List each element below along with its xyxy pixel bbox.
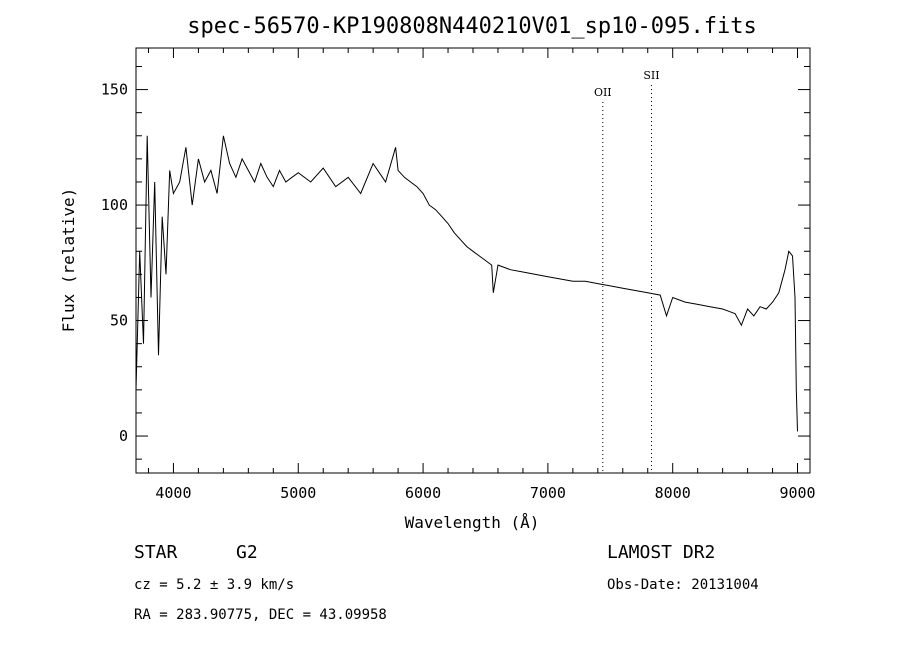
- chart-title: spec-56570-KP190808N440210V01_sp10-095.f…: [187, 14, 757, 39]
- emission-lines: OII SII: [594, 69, 660, 473]
- radec-text: RA = 283.90775, DEC = 43.09958: [134, 607, 387, 623]
- object-type: STAR: [134, 542, 178, 563]
- series-layer: [135, 135, 798, 432]
- plot-frame: [135, 47, 811, 474]
- obs-date: Obs-Date: 20131004: [607, 577, 759, 593]
- x-tick-label: 9000: [779, 484, 815, 502]
- y-tick-label: 150: [101, 81, 128, 99]
- y-tick-label: 0: [119, 427, 128, 445]
- survey-name: LAMOST DR2: [607, 542, 715, 563]
- y-tick-label: 50: [110, 312, 128, 330]
- y-tick-label: 100: [101, 196, 128, 214]
- object-subclass: G2: [236, 542, 258, 563]
- x-tick-label: 4000: [155, 484, 191, 502]
- emission-line-label: OII: [594, 86, 612, 99]
- x-tick-label: 8000: [655, 484, 691, 502]
- x-tick-label: 7000: [530, 484, 566, 502]
- emission-line-label: SII: [643, 69, 659, 82]
- redshift-text: cz = 5.2 ± 3.9 km/s: [134, 577, 294, 593]
- axis-ticks: 4000 5000 6000 7000 8000 9000 0 50 100 150: [101, 48, 816, 502]
- x-tick-label: 6000: [405, 484, 441, 502]
- y-axis-label: Flux (relative): [59, 188, 78, 333]
- x-axis-label: Wavelength (Å): [405, 513, 540, 532]
- spectrum-line: [135, 135, 798, 432]
- x-tick-label: 5000: [280, 484, 316, 502]
